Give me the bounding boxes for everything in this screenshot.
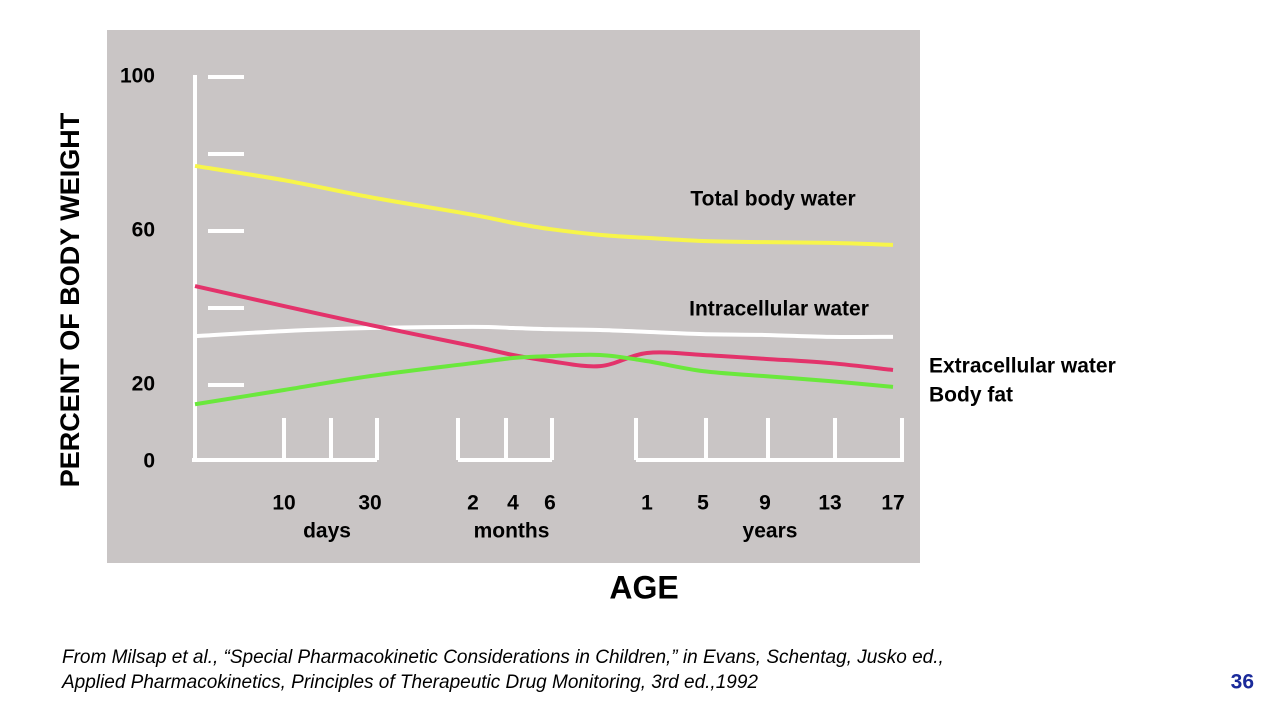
x-axis-label: AGE: [609, 569, 678, 605]
x-group-label: months: [474, 520, 550, 543]
x-tick-label: 4: [507, 492, 519, 515]
series-line: [194, 284, 894, 372]
x-tick-label: 6: [544, 492, 556, 515]
series-label: Intracellular water: [689, 298, 869, 321]
x-group-label: days: [303, 520, 351, 543]
x-group-label: years: [743, 520, 798, 543]
series-label: Extracellular water: [929, 355, 1116, 378]
x-tick-label: 5: [697, 492, 709, 515]
series-line: [194, 352, 894, 407]
y-tick-label: 60: [132, 219, 155, 242]
series-line: [194, 163, 894, 247]
citation: From Milsap et al., “Special Pharmacokin…: [62, 647, 944, 668]
series-label: Body fat: [929, 384, 1013, 407]
x-tick-label: 1: [641, 492, 653, 515]
y-axis-label: PERCENT OF BODY WEIGHT: [55, 112, 85, 487]
x-tick-label: 9: [759, 492, 771, 515]
y-tick-label: 20: [132, 373, 155, 396]
series-line: [194, 324, 894, 340]
plot-background: [107, 30, 920, 563]
x-tick-label: 2: [467, 492, 479, 515]
x-tick-label: 30: [358, 492, 381, 515]
page-number: 36: [1231, 671, 1254, 694]
y-tick-label: 100: [120, 65, 155, 88]
x-tick-label: 13: [818, 492, 841, 515]
x-tick-label: 17: [881, 492, 904, 515]
x-tick-label: 10: [272, 492, 295, 515]
citation: Applied Pharmacokinetics, Principles of …: [61, 672, 758, 693]
y-tick-label: 0: [143, 450, 155, 473]
series-label: Total body water: [690, 188, 855, 211]
